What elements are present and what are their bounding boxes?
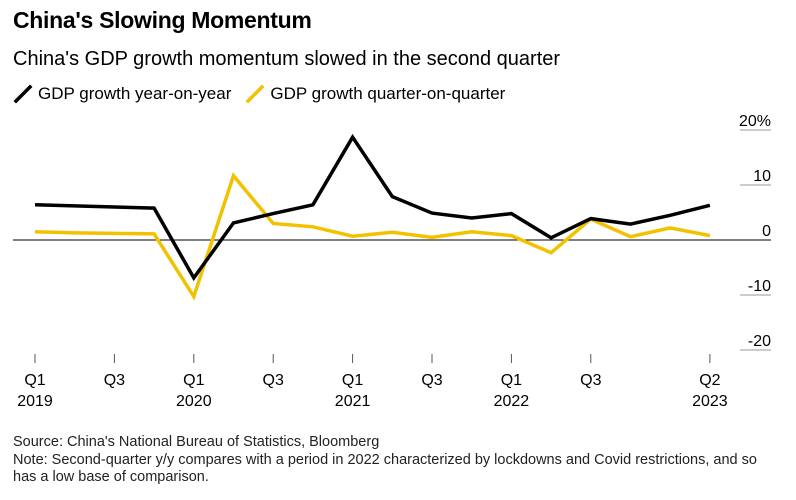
x-tick-year-label: 2022 — [494, 393, 530, 410]
x-tick-label: Q3 — [580, 372, 601, 389]
legend-swatch-yoy — [13, 84, 33, 104]
x-tick-label: Q2 — [699, 372, 720, 389]
x-tick-label: Q3 — [421, 372, 442, 389]
x-tick-label: Q1 — [501, 372, 522, 389]
y-tick-label: 0 — [762, 223, 771, 240]
legend-item-qoq: GDP growth quarter-on-quarter — [245, 84, 505, 104]
legend: GDP growth year-on-year GDP growth quart… — [13, 82, 519, 106]
y-tick-label: -10 — [748, 278, 771, 295]
x-tick-year-label: 2020 — [176, 393, 212, 410]
series-line-yoy — [34, 133, 711, 282]
methodology-note: Note: Second-quarter y/y compares with a… — [13, 451, 757, 486]
legend-item-yoy: GDP growth year-on-year — [13, 84, 231, 104]
y-tick-label: 20% — [739, 113, 771, 130]
x-tick-label: Q3 — [263, 372, 284, 389]
y-tick-label: -20 — [748, 333, 771, 350]
footnote: Source: China's National Bureau of Stati… — [13, 434, 783, 487]
chart-title: China's Slowing Momentum — [13, 7, 312, 33]
legend-label-yoy: GDP growth year-on-year — [38, 84, 232, 103]
x-tick-label: Q3 — [104, 372, 125, 389]
x-tick-label: Q1 — [183, 372, 204, 389]
legend-swatch-qoq — [245, 84, 265, 104]
chart-subtitle: China's GDP growth momentum slowed in th… — [13, 48, 561, 70]
x-tick-label: Q1 — [342, 372, 363, 389]
series-line-qoq — [34, 172, 711, 301]
x-tick-year-label: 2023 — [692, 393, 728, 410]
source-note: Source: China's National Bureau of Stati… — [13, 434, 380, 450]
y-tick-label: 10 — [753, 168, 771, 185]
line-chart: 20% 10 0 -10 -20 Q1 2019 Q3 Q1 2020 Q3 Q1 2021 Q3 Q1 20… — [13, 113, 771, 410]
x-tick-year-label: 2019 — [17, 393, 53, 410]
x-tick-label: Q1 — [24, 372, 45, 389]
x-tick-year-label: 2021 — [335, 393, 371, 410]
legend-label-qoq: GDP growth quarter-on-quarter — [270, 84, 506, 103]
